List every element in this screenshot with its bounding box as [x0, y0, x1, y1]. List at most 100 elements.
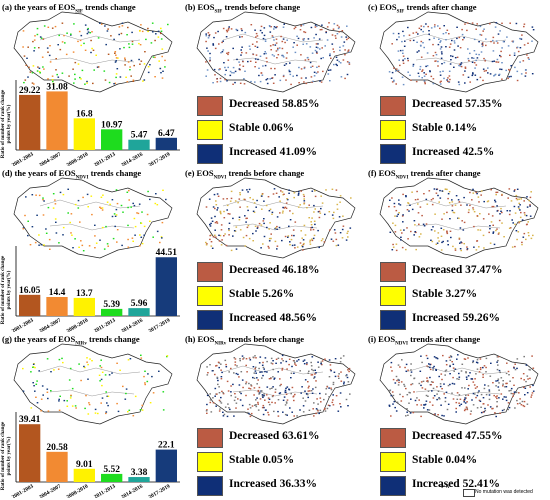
- map-pixel: [391, 249, 394, 251]
- map-pixel: [141, 211, 143, 213]
- map-pixel: [82, 196, 84, 199]
- map-pixel: [101, 397, 104, 399]
- map-pixel: [514, 363, 516, 365]
- map-pixel: [115, 214, 118, 216]
- map-pixel: [239, 82, 242, 84]
- map-pixel: [65, 53, 68, 56]
- map-pixel: [310, 66, 312, 68]
- map-pixel: [95, 54, 97, 56]
- map-pixel: [451, 382, 454, 385]
- map-pixel: [416, 397, 418, 399]
- x-tick-label: 2014-2016: [120, 151, 144, 166]
- map-pixel: [507, 45, 510, 47]
- map-pixel: [446, 230, 448, 232]
- map-pixel: [24, 214, 26, 217]
- map-pixel: [288, 363, 290, 366]
- map-pixel: [280, 35, 282, 38]
- map-pixel: [456, 26, 458, 28]
- map-pixel: [502, 383, 504, 385]
- map-pixel: [307, 381, 309, 383]
- map-pixel: [128, 409, 131, 411]
- map-pixel: [458, 217, 460, 219]
- map-pixel: [61, 41, 64, 43]
- map-pixel: [438, 240, 440, 242]
- bar-2001-2003: [19, 424, 41, 482]
- map-pixel: [310, 229, 312, 231]
- map-g-inner-boundaries: [39, 365, 141, 397]
- map-pixel: [53, 369, 55, 371]
- map-pixel: [311, 190, 314, 192]
- map-pixel: [59, 48, 62, 51]
- map-pixel: [143, 225, 146, 228]
- map-pixel: [347, 369, 349, 371]
- map-pixel: [260, 247, 262, 249]
- map-pixel: [516, 367, 518, 370]
- map-pixel: [124, 64, 126, 66]
- map-pixel: [436, 393, 438, 395]
- map-pixel: [97, 37, 100, 39]
- legend-item-decreased: Decreased 63.61%: [197, 428, 357, 448]
- map-pixel: [30, 407, 33, 409]
- map-pixel: [497, 386, 500, 388]
- map-pixel: [501, 194, 503, 196]
- map-pixel: [406, 411, 408, 413]
- map-pixel: [412, 63, 415, 66]
- map-pixel: [429, 70, 431, 72]
- map-pixel: [523, 23, 526, 25]
- legend-item-increased: Increased 36.33%: [197, 476, 357, 496]
- map-pixel: [316, 52, 318, 54]
- map-pixel: [310, 224, 313, 226]
- map-pixel: [99, 206, 101, 208]
- map-pixel: [230, 249, 233, 252]
- map-pixel: [474, 378, 476, 380]
- map-pixel: [485, 393, 488, 396]
- map-pixel: [501, 62, 503, 64]
- map-pixel: [522, 60, 525, 62]
- map-pixel: [32, 363, 35, 365]
- map-pixel: [61, 22, 64, 24]
- map-pixel: [292, 75, 294, 77]
- map-pixel: [494, 26, 497, 28]
- map-pixel: [453, 212, 456, 214]
- map-pixel: [101, 226, 104, 229]
- map-pixel: [96, 66, 99, 68]
- map-pixel: [130, 206, 132, 208]
- map-pixel: [38, 47, 40, 49]
- map-pixel: [243, 83, 246, 85]
- map-pixel: [456, 358, 458, 360]
- map-pixel: [328, 211, 331, 213]
- map-pixel: [430, 199, 433, 201]
- map-pixel: [446, 211, 448, 214]
- map-pixel: [58, 242, 60, 244]
- map-pixel: [481, 42, 484, 44]
- map-pixel: [134, 234, 136, 236]
- map-pixel: [158, 370, 160, 372]
- map-pixel: [269, 25, 271, 28]
- map-pixel: [220, 363, 222, 365]
- map-pixel: [250, 412, 253, 415]
- map-pixel: [321, 238, 324, 240]
- map-pixel: [482, 68, 485, 70]
- map-pixel: [310, 221, 312, 223]
- map-pixel: [461, 387, 463, 389]
- map-pixel: [307, 58, 310, 61]
- legend-item-stable: Stable 0.14%: [380, 120, 540, 140]
- map-pixel: [318, 210, 321, 213]
- map-pixel: [400, 236, 402, 238]
- map-pixel: [522, 236, 525, 238]
- map-pixel: [125, 392, 127, 395]
- map-pixel: [432, 82, 435, 85]
- map-pixel: [388, 205, 390, 208]
- map-pixel: [91, 47, 93, 50]
- map-pixel: [80, 240, 82, 242]
- map-pixel: [281, 191, 284, 193]
- map-pixel: [215, 365, 217, 367]
- map-pixel: [419, 65, 422, 68]
- map-pixel: [339, 232, 342, 234]
- map-pixel: [287, 235, 290, 237]
- map-pixel: [524, 75, 527, 77]
- map-pixel: [261, 195, 263, 197]
- map-pixel: [218, 410, 221, 412]
- map-pixel: [311, 217, 313, 219]
- map-pixel: [161, 77, 164, 79]
